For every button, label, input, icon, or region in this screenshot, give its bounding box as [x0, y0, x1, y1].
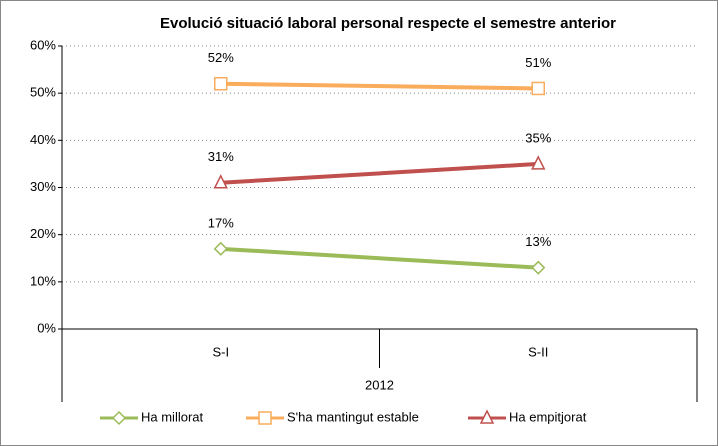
marker — [531, 260, 546, 275]
marker — [531, 155, 546, 170]
chart-title: Evolució situació laboral personal respe… — [160, 15, 616, 32]
marker — [531, 81, 545, 96]
y-tick-label: 40% — [30, 132, 56, 147]
marker — [479, 409, 495, 424]
series-line — [220, 81, 539, 91]
legend-label: Ha empitjorat — [509, 409, 587, 424]
marker — [258, 411, 272, 425]
marker — [214, 76, 228, 91]
data-label: 13% — [525, 234, 551, 249]
data-label: 51% — [525, 55, 551, 70]
category-group-label: 2012 — [365, 377, 394, 392]
x-tick-label: S-II — [528, 344, 548, 359]
data-label: 31% — [208, 149, 234, 164]
y-tick-label: 50% — [30, 85, 56, 100]
y-tick-label: 10% — [30, 273, 56, 288]
legend-label: S'ha mantingut estable — [287, 409, 419, 424]
x-tick-label: S-I — [212, 344, 229, 359]
data-label: 17% — [208, 215, 234, 230]
y-tick-label: 60% — [30, 37, 56, 52]
series-line — [220, 246, 539, 270]
marker — [111, 410, 127, 426]
legend-label: Ha millorat — [141, 409, 204, 424]
y-tick-label: 30% — [30, 179, 56, 194]
data-label: 35% — [525, 130, 551, 145]
series-line — [220, 161, 539, 185]
y-tick-label: 20% — [30, 226, 56, 241]
marker — [213, 174, 228, 189]
y-tick-label: 0% — [37, 320, 56, 335]
data-label: 52% — [208, 50, 234, 65]
marker — [213, 241, 228, 256]
